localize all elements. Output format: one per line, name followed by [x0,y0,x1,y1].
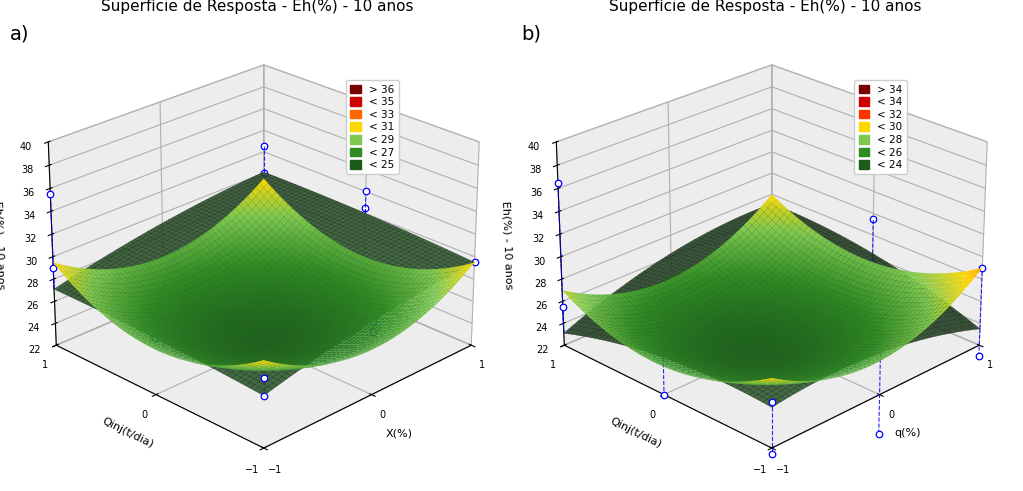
Title: Superfície de Resposta - Eh(%) - 10 anos: Superfície de Resposta - Eh(%) - 10 anos [610,0,922,14]
Legend: > 34, < 34, < 32, < 30, < 28, < 26, < 24: > 34, < 34, < 32, < 30, < 28, < 26, < 24 [854,81,906,174]
Title: Superfície de Resposta - Eh(%) - 10 anos: Superfície de Resposta - Eh(%) - 10 anos [101,0,413,14]
Y-axis label: Qinj(t/dia): Qinj(t/dia) [100,416,155,450]
Y-axis label: Qinj(t/dia): Qinj(t/dia) [609,416,664,450]
Legend: > 36, < 35, < 33, < 31, < 29, < 27, < 25: > 36, < 35, < 33, < 31, < 29, < 27, < 25 [347,81,399,174]
Text: b): b) [522,24,542,43]
X-axis label: q(%): q(%) [894,428,921,438]
Text: a): a) [10,24,30,43]
X-axis label: X(%): X(%) [386,428,413,438]
